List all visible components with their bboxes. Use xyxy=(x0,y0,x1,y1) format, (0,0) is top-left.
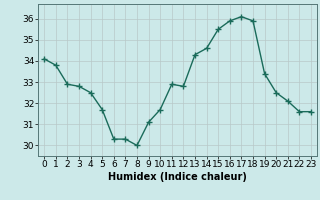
X-axis label: Humidex (Indice chaleur): Humidex (Indice chaleur) xyxy=(108,172,247,182)
